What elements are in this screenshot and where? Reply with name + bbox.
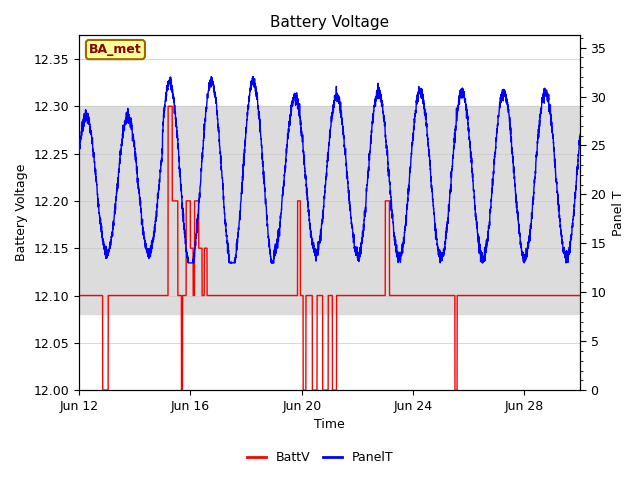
Text: BA_met: BA_met [89,43,142,56]
Y-axis label: Battery Voltage: Battery Voltage [15,164,28,262]
Legend: BattV, PanelT: BattV, PanelT [242,446,398,469]
Bar [79,106,580,314]
Y-axis label: Panel T: Panel T [612,190,625,236]
X-axis label: Time: Time [314,419,345,432]
Title: Battery Voltage: Battery Voltage [270,15,389,30]
